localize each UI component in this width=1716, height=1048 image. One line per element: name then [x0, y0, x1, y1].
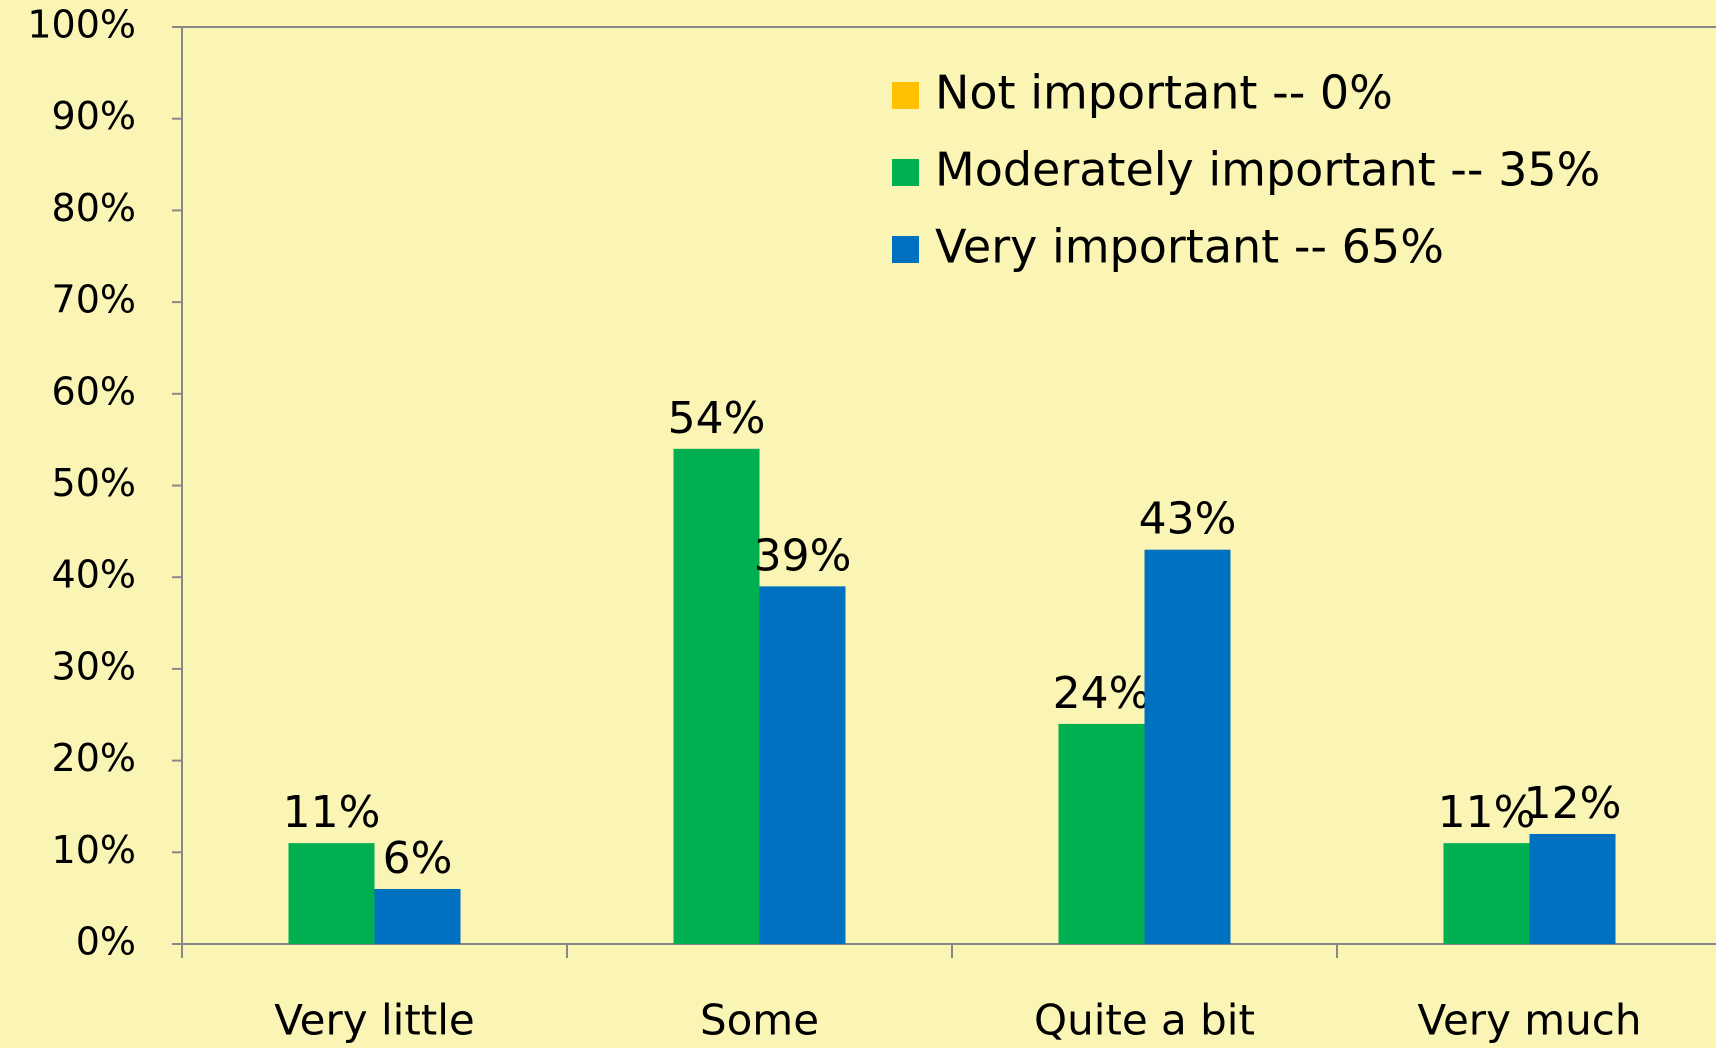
data-label: 11%	[1438, 787, 1536, 838]
bar	[1058, 723, 1145, 944]
bar	[1144, 549, 1231, 944]
legend-label: Very important -- 65%	[935, 220, 1444, 274]
bar	[1529, 833, 1616, 944]
data-label: 39%	[754, 530, 852, 581]
legend-label: Moderately important -- 35%	[935, 143, 1600, 197]
y-tick-label: 90%	[52, 94, 136, 138]
y-tick-label: 30%	[52, 644, 136, 688]
legend-swatch	[892, 159, 919, 186]
y-tick-label: 70%	[52, 278, 136, 322]
bar	[374, 888, 461, 944]
x-tick-label: Very little	[274, 996, 475, 1045]
y-tick-label: 100%	[27, 3, 136, 47]
bar	[288, 843, 375, 944]
legend-swatch	[892, 236, 919, 263]
x-tick-label: Some	[700, 996, 819, 1045]
y-tick-label: 20%	[52, 736, 136, 780]
y-tick-label: 0%	[76, 920, 136, 964]
data-label: 11%	[283, 787, 381, 838]
data-label: 24%	[1053, 668, 1151, 719]
bar	[673, 448, 760, 944]
legend-label: Not important -- 0%	[935, 66, 1393, 120]
bar	[1443, 843, 1530, 944]
y-tick-label: 80%	[52, 186, 136, 230]
data-label: 6%	[383, 833, 453, 884]
data-label: 43%	[1139, 494, 1237, 545]
y-tick-label: 40%	[52, 553, 136, 597]
y-tick-label: 50%	[52, 461, 136, 505]
data-label: 12%	[1524, 778, 1622, 829]
y-tick-label: 60%	[52, 369, 136, 413]
legend-swatch	[892, 82, 919, 109]
data-label: 54%	[668, 393, 766, 444]
x-tick-label: Quite a bit	[1034, 996, 1255, 1045]
x-tick-label: Very much	[1417, 996, 1641, 1045]
y-tick-label: 10%	[52, 828, 136, 872]
bar	[759, 586, 846, 944]
